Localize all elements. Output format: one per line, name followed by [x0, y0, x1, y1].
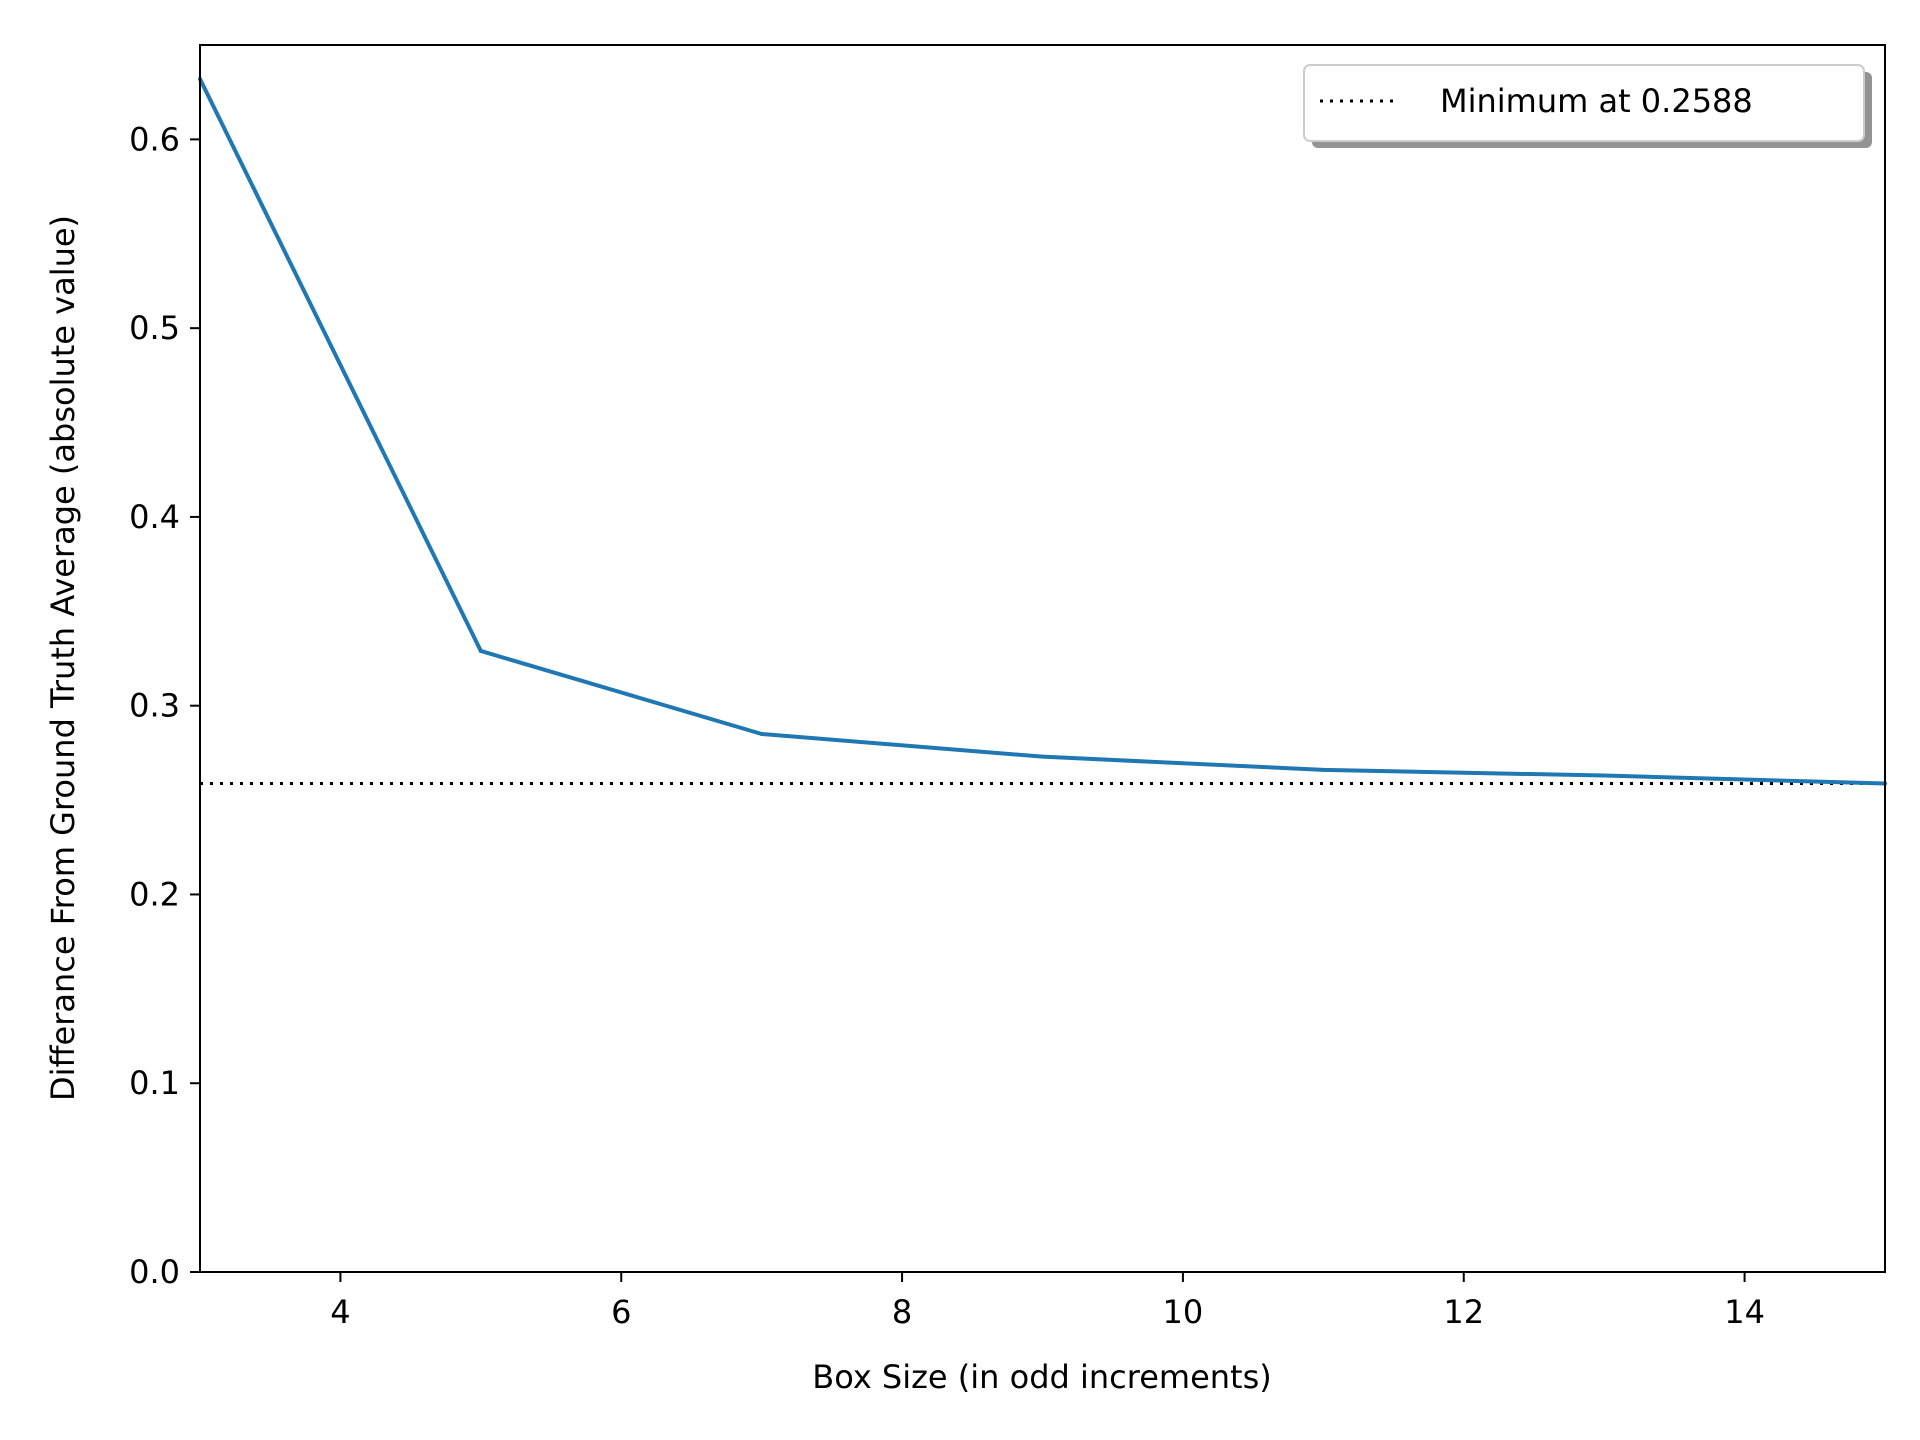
y-axis: 0.0 0.1 0.2 0.3 0.4 0.5 0.6	[129, 120, 200, 1291]
x-tick-label: 12	[1443, 1293, 1484, 1331]
x-tick-label: 6	[611, 1293, 631, 1331]
y-axis-label: Differance From Ground Truth Average (ab…	[44, 215, 82, 1101]
x-tick-label: 10	[1163, 1293, 1204, 1331]
y-tick-label: 0.0	[129, 1253, 180, 1291]
plot-area	[200, 45, 1885, 1272]
y-tick-label: 0.6	[129, 120, 180, 158]
y-tick-label: 0.3	[129, 687, 180, 725]
data-point	[1040, 754, 1045, 759]
data-point	[478, 648, 483, 653]
data-point	[1321, 767, 1326, 772]
x-axis-label: Box Size (in odd increments)	[812, 1358, 1271, 1396]
x-tick-label: 4	[330, 1293, 350, 1331]
y-tick-label: 0.2	[129, 875, 180, 913]
x-tick-label: 14	[1724, 1293, 1765, 1331]
y-tick-label: 0.1	[129, 1064, 180, 1102]
data-point	[759, 732, 764, 737]
x-tick-label: 8	[892, 1293, 912, 1331]
legend: Minimum at 0.2588	[1303, 64, 1872, 148]
plot-frame	[199, 44, 1886, 1273]
y-tick-label: 0.4	[129, 498, 180, 536]
y-tick-label: 0.5	[129, 309, 180, 347]
data-point	[1602, 773, 1607, 778]
legend-box	[1303, 64, 1865, 142]
legend-label: Minimum at 0.2588	[1440, 82, 1753, 120]
x-axis: 4 6 8 10 12 14	[330, 1272, 1765, 1331]
